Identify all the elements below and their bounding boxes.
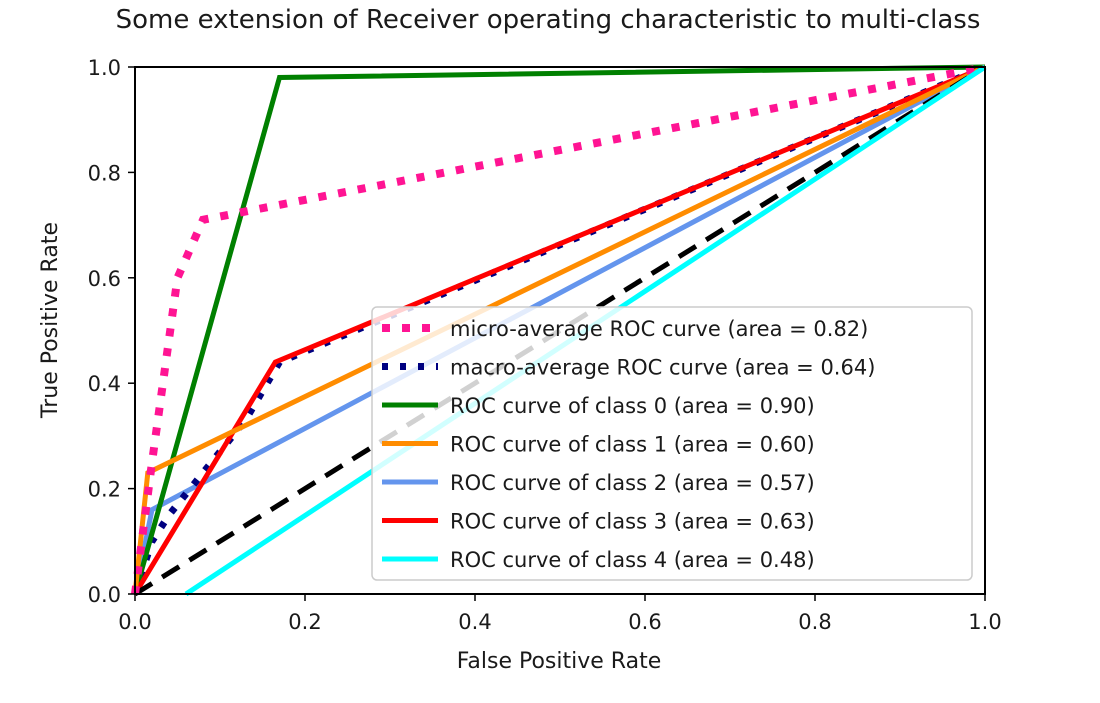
x-tick-label: 1.0: [968, 610, 1001, 634]
legend-label-5: ROC curve of class 3 (area = 0.63): [450, 510, 815, 534]
y-tick-label: 0.8: [88, 161, 121, 185]
plot-frame: [134, 66, 986, 595]
y-axis-ticks: 0.0 0.2 0.4 0.6 0.8 1.0: [88, 56, 135, 607]
legend-label-1: macro-average ROC curve (area = 0.64): [450, 356, 875, 380]
x-tick-label: 0.6: [628, 610, 661, 634]
legend: micro-average ROC curve (area = 0.82) mac…: [371, 306, 973, 581]
series-line-2: [132, 64, 986, 595]
y-tick-label: 0.2: [88, 478, 121, 502]
x-axis-ticks: 0.0 0.2 0.4 0.6 0.8 1.0: [118, 594, 1002, 634]
y-tick-label: 1.0: [88, 56, 121, 80]
legend-box: [371, 306, 973, 581]
legend-label-4: ROC curve of class 2 (area = 0.57): [450, 471, 815, 495]
x-tick-label: 0.4: [458, 610, 491, 634]
x-tick-label: 0.8: [798, 610, 831, 634]
legend-label-0: micro-average ROC curve (area = 0.82): [450, 317, 868, 341]
x-tick-label: 0.2: [288, 610, 321, 634]
legend-label-3: ROC curve of class 1 (area = 0.60): [450, 433, 815, 457]
chart-title: Some extension of Receiver operating cha…: [116, 5, 981, 35]
y-axis-title: True Positive Rate: [38, 222, 63, 419]
x-axis-title: False Positive Rate: [457, 649, 661, 674]
chance-diagonal-line: [133, 64, 987, 597]
legend-label-2: ROC curve of class 0 (area = 0.90): [450, 394, 815, 418]
y-tick-label: 0.0: [88, 583, 121, 607]
y-tick-label: 0.6: [88, 267, 121, 291]
x-tick-label: 0.0: [118, 610, 151, 634]
legend-label-6: ROC curve of class 4 (area = 0.48): [450, 548, 815, 572]
y-tick-label: 0.4: [88, 372, 121, 396]
series-line-5: [132, 64, 986, 596]
plot-lines: [131, 63, 987, 597]
